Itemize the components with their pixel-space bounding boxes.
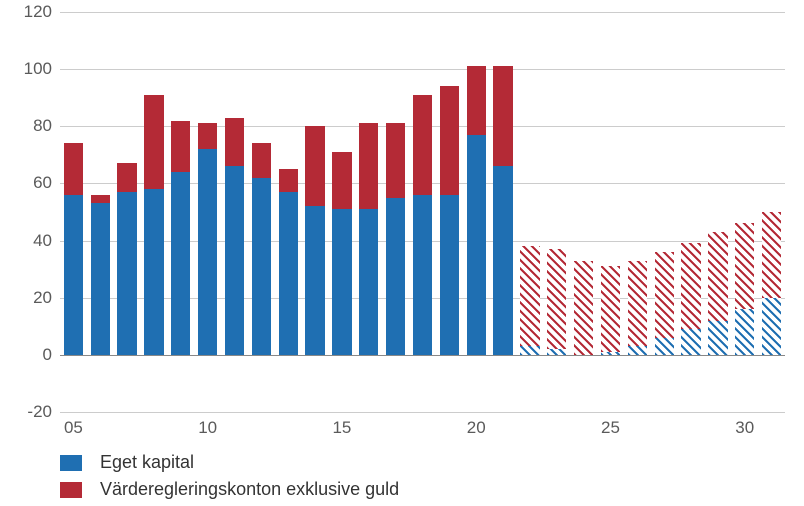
bar-segment-vard [171, 121, 190, 172]
y-tick-label: 120 [24, 2, 52, 22]
x-tick-label: 30 [735, 418, 754, 438]
bar-segment-eget [520, 346, 539, 355]
bar-segment-vard [117, 163, 136, 192]
bar-segment-vard [413, 95, 432, 195]
bar-segment-vard [601, 266, 620, 352]
legend: Eget kapital Värderegleringskonton exklus… [60, 446, 399, 506]
bar-segment-eget [359, 209, 378, 355]
bar-segment-vard [252, 143, 271, 177]
legend-swatch [60, 482, 82, 498]
y-tick-label: 80 [33, 116, 52, 136]
bar-segment-vard [440, 86, 459, 195]
y-tick-label: 100 [24, 59, 52, 79]
x-tick-label: 20 [467, 418, 486, 438]
bar-segment-vard [520, 246, 539, 346]
bars-layer [60, 12, 785, 412]
bar-segment-vard [547, 249, 566, 349]
x-tick-label: 10 [198, 418, 217, 438]
bar-segment-eget [305, 206, 324, 355]
bar-segment-eget [279, 192, 298, 355]
gridline [60, 412, 785, 413]
bar-segment-vard [332, 152, 351, 209]
y-tick-label: 40 [33, 231, 52, 251]
legend-item: Eget kapital [60, 452, 399, 473]
bar-segment-eget [386, 198, 405, 355]
x-tick-label: 25 [601, 418, 620, 438]
bar-segment-eget [628, 346, 647, 355]
legend-label: Eget kapital [100, 452, 194, 473]
bar-segment-eget [117, 192, 136, 355]
bar-segment-eget [252, 178, 271, 355]
bar-segment-vard [628, 261, 647, 347]
legend-item: Värderegleringskonton exklusive guld [60, 479, 399, 500]
bar-segment-vard [64, 143, 83, 194]
y-tick-label: 0 [43, 345, 52, 365]
bar-segment-vard [225, 118, 244, 167]
bar-segment-eget [144, 189, 163, 355]
x-tick-label: 15 [332, 418, 351, 438]
y-tick-label: 60 [33, 173, 52, 193]
chart-container: -20020406080100120 051015202530 Eget kap… [0, 0, 804, 505]
bar-segment-vard [386, 123, 405, 197]
bar-segment-vard [279, 169, 298, 192]
bar-segment-eget [64, 195, 83, 355]
bar-segment-vard [359, 123, 378, 209]
bar-segment-eget [91, 203, 110, 354]
plot-area: -20020406080100120 051015202530 [60, 12, 785, 412]
legend-label: Värderegleringskonton exklusive guld [100, 479, 399, 500]
bar-segment-eget [762, 298, 781, 355]
bar-segment-eget [413, 195, 432, 355]
bar-segment-vard [467, 66, 486, 135]
bar-segment-eget [681, 329, 700, 355]
bar-segment-eget [655, 338, 674, 355]
bar-segment-vard [735, 223, 754, 309]
bar-segment-eget [493, 166, 512, 355]
bar-segment-eget [735, 309, 754, 355]
bar-segment-vard [708, 232, 727, 321]
y-tick-label: -20 [27, 402, 52, 422]
bar-segment-eget [332, 209, 351, 355]
bar-segment-eget [547, 349, 566, 355]
y-tick-label: 20 [33, 288, 52, 308]
bar-segment-eget [601, 352, 620, 355]
bar-segment-vard [91, 195, 110, 204]
bar-segment-vard [681, 243, 700, 329]
bar-segment-eget [198, 149, 217, 355]
bar-segment-vard [493, 66, 512, 166]
bar-segment-eget [708, 321, 727, 355]
x-tick-label: 05 [64, 418, 83, 438]
bar-segment-eget [440, 195, 459, 355]
bar-segment-vard [574, 261, 593, 355]
bar-segment-vard [762, 212, 781, 298]
legend-swatch [60, 455, 82, 471]
bar-segment-eget [225, 166, 244, 355]
bar-segment-vard [198, 123, 217, 149]
bar-segment-vard [655, 252, 674, 338]
bar-segment-vard [305, 126, 324, 206]
bar-segment-vard [144, 95, 163, 189]
bar-segment-eget [467, 135, 486, 355]
bar-segment-eget [171, 172, 190, 355]
